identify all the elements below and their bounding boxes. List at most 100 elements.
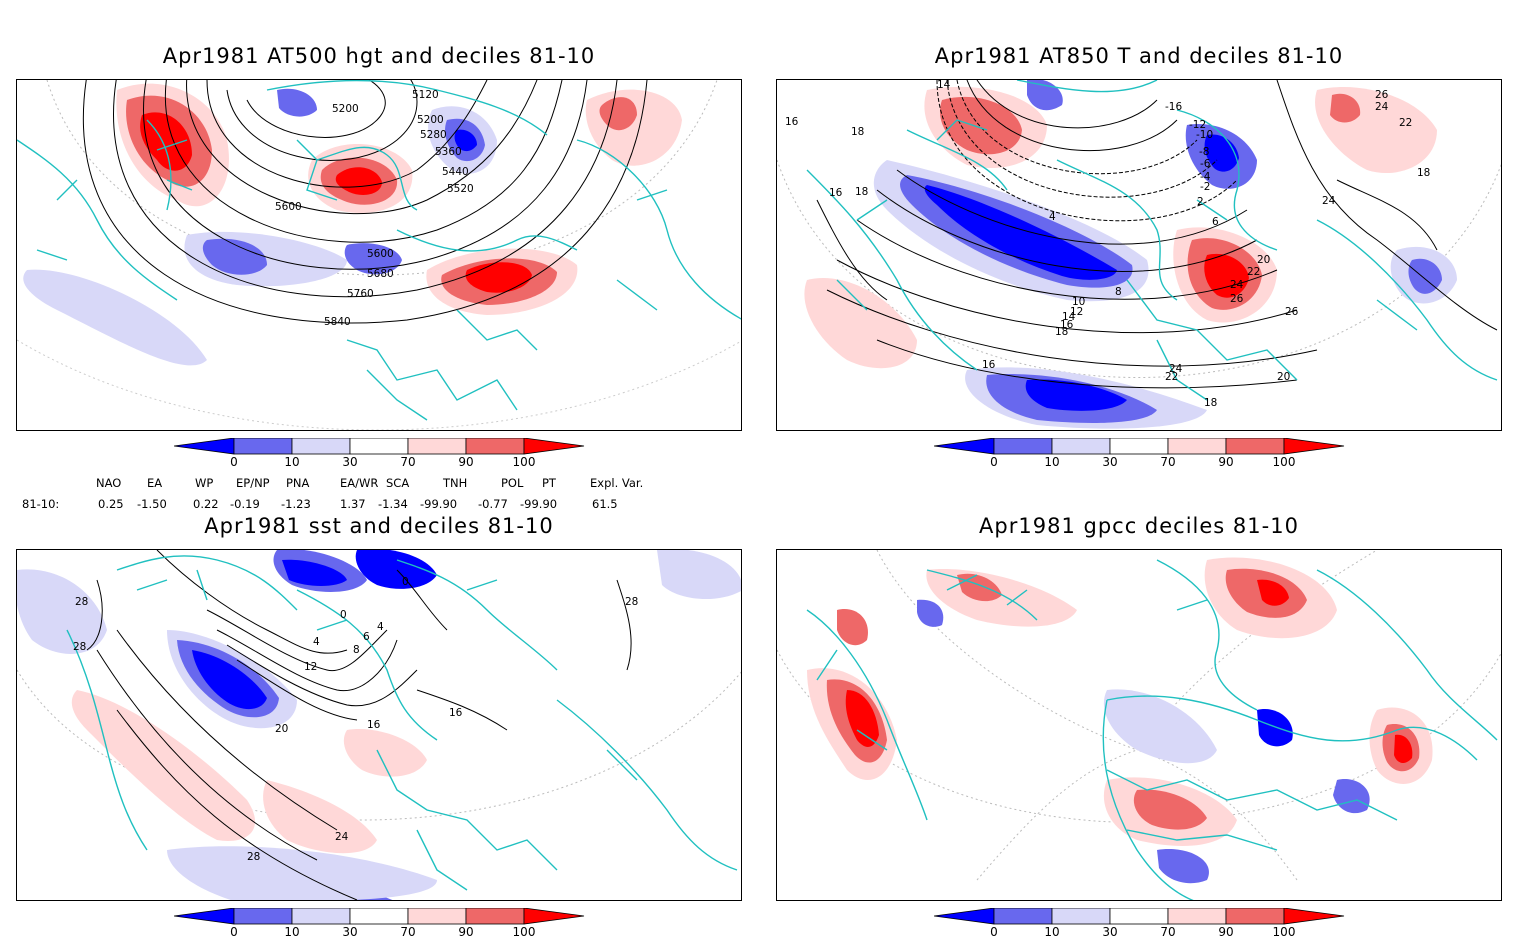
sst-contours [86,550,632,900]
colorbar-segment [233,908,293,925]
precip-dry-west-max [845,690,879,747]
index-value: 0.22 [193,497,219,511]
index-value: -1.50 [137,497,167,511]
contour-label: 18 [1204,397,1217,409]
map-gpcc-plot [777,550,1501,900]
colorbar-segment [1109,438,1169,455]
map-panel-sst: 28 28 0 0 4 4 6 8 12 16 16 20 24 28 28 [16,549,742,901]
contour-label: 2 [1197,196,1204,208]
index-header: NAO [96,476,122,490]
panel-title-gpcc: Apr1981 gpcc deciles 81-10 [979,514,1299,538]
contour-label: -12 [1189,119,1206,131]
contour-label: 0 [402,576,409,588]
colorbar-scale [174,908,585,925]
colorbar-top-left: 0 10 30 70 90 100 [174,438,594,478]
index-header: Expl. Var. [590,476,644,490]
contour-label: 28 [625,596,638,608]
anomaly-low-lakes-core [282,559,347,586]
colorbar-segment [934,908,995,925]
anomaly-low-north [277,88,317,117]
index-header: WP [195,476,214,490]
colorbar-segment [349,908,409,925]
anomaly-high-far-ne-core [1330,93,1361,123]
colorbar-segment [1167,438,1227,455]
index-value: 61.5 [592,497,618,511]
index-value: -99.90 [420,497,458,511]
anomaly-low-ne [657,550,741,600]
colorbar-tick: 0 [230,455,238,469]
contour-label: 16 [449,707,463,719]
colorbar-segment [291,438,351,455]
index-header: PNA [286,476,310,490]
contour-label: 5360 [435,146,462,158]
index-value: -1.23 [281,497,311,511]
map-sst-plot: 28 28 0 0 4 4 6 8 12 16 16 20 24 28 28 [17,550,741,900]
precip-dry-east-max [1394,734,1413,764]
anomaly-low-top [1027,80,1063,111]
precip-dry-south-core [1133,789,1207,830]
contour-label: 14 [937,80,951,91]
index-header: EA [147,476,163,490]
contour-label: 12 [304,661,317,673]
anomaly-low-north [355,550,437,589]
contour-label: 24 [1322,195,1336,207]
colorbar-segment [174,438,235,455]
anomaly-low-west-edge [17,569,107,654]
colorbar-segment [291,908,351,925]
colorbar-segment [523,438,585,455]
contour-label: 26 [1375,89,1389,101]
anomaly-low-mid [344,243,402,275]
anomaly-high-ne [585,89,682,166]
contour-label: 20 [275,723,288,735]
anomaly-low-south-max [1025,379,1127,411]
colorbar-segment [1283,908,1345,925]
contour-label: 22 [1399,117,1412,129]
colorbar-tick: 100 [1272,455,1296,469]
colorbar-segment [993,908,1053,925]
colorbar-segment [523,908,585,925]
index-value: -0.19 [230,497,260,511]
colorbar-tick: 10 [284,455,300,469]
panel-title-hgt: Apr1981 AT500 hgt and deciles 81-10 [162,44,596,68]
anomaly-low-west-core [202,238,267,275]
anomaly-high-south-east [263,780,377,854]
contour-label: 0 [340,609,347,621]
contour-label: 5200 [332,103,359,115]
colorbar-tick: 90 [1218,455,1234,469]
map-panel-gpcc [776,549,1502,901]
colorbar-segment [1225,438,1285,455]
precip-wet-mid [1103,689,1217,764]
anomaly-low-west-atlantic-max [192,650,267,710]
contour-label: 5280 [420,129,447,141]
colorbar-tick: 0 [230,925,238,939]
contour-label: 24 [1230,279,1244,291]
colorbar-tick: 30 [342,925,358,939]
colorbar-segment [465,438,525,455]
contour-label: 8 [1115,286,1122,298]
contour-label: 20 [1257,254,1270,266]
contour-label: 6 [1212,216,1219,228]
contour-label: 5600 [275,201,302,213]
contour-label: 12 [1070,306,1083,318]
index-header: PT [542,476,556,490]
contour-label: 28 [75,596,88,608]
index-header: SCA [386,476,410,490]
coastlines [806,80,1498,401]
anomaly-high-west [804,278,917,369]
contour-label: 5440 [442,166,469,178]
colorbar-scale [174,438,585,455]
contour-label: 18 [855,186,868,198]
height-contours [82,80,648,324]
contour-label: -4 [1200,171,1211,183]
anomaly-low-south-edge [167,846,437,900]
contour-label: 22 [1165,371,1178,383]
contour-label: 16 [785,116,799,128]
index-header: TNH [443,476,468,490]
contour-label: -10 [1196,129,1213,141]
contour-label: 6 [363,631,370,643]
coastlines [17,80,741,421]
index-header: EA/WR [340,476,379,490]
contour-label: 24 [335,831,349,843]
contour-label: 18 [1055,326,1068,338]
anomaly-low-ne-max [1204,134,1239,172]
